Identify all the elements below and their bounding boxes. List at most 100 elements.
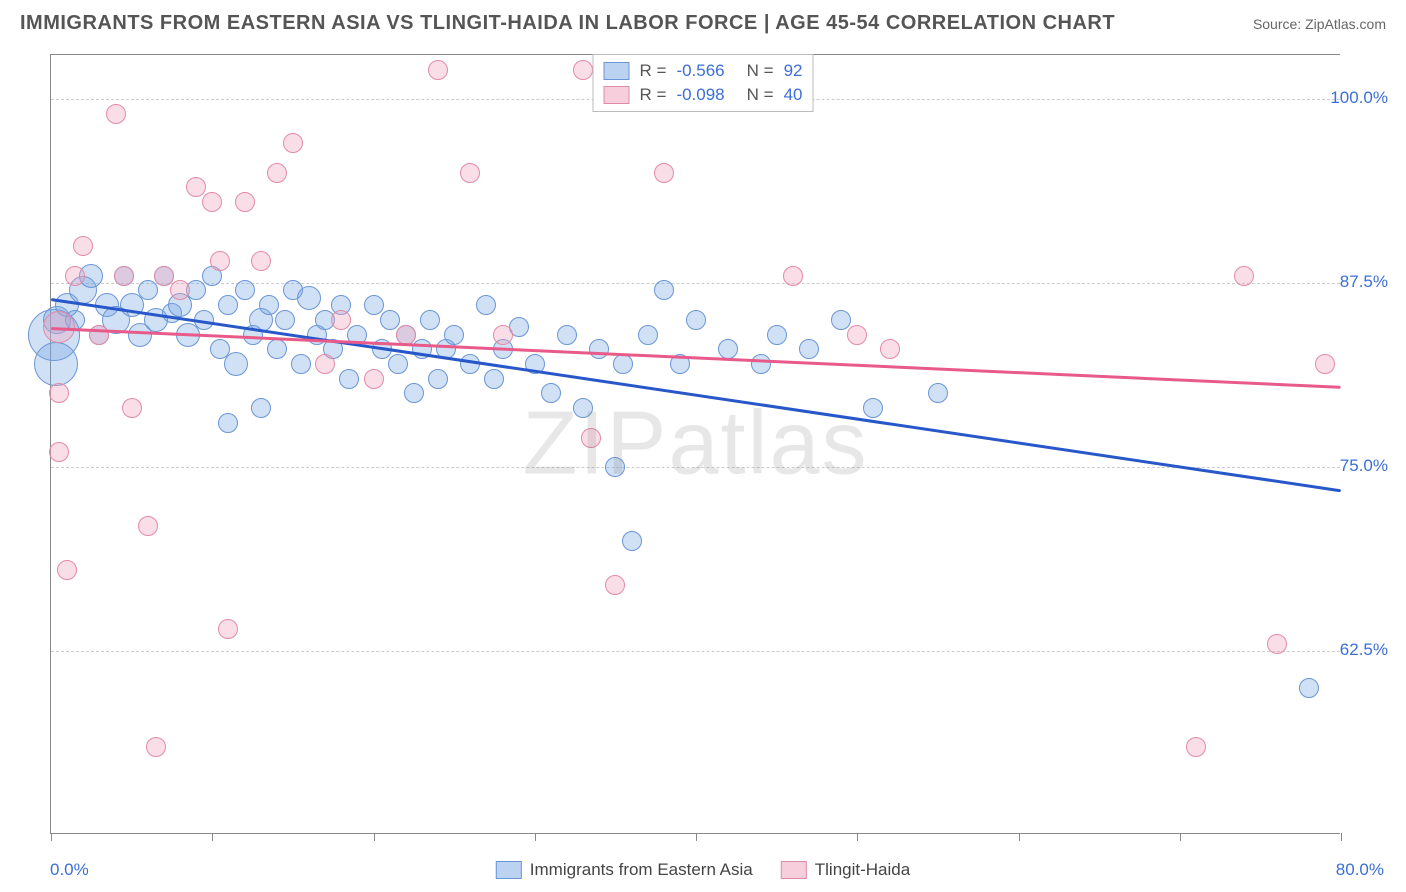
data-point [654,280,674,300]
r-value-blue: -0.566 [676,61,724,81]
data-point [767,325,787,345]
data-point [235,280,255,300]
swatch-blue-icon [496,861,522,879]
x-tick [51,833,52,841]
data-point [863,398,883,418]
y-tick-label: 100.0% [1330,88,1388,108]
data-point [122,398,142,418]
data-point [364,295,384,315]
data-point [106,104,126,124]
swatch-pink-icon [604,86,630,104]
data-point [202,192,222,212]
data-point [493,325,513,345]
data-point [315,354,335,374]
data-point [799,339,819,359]
legend-row-blue: R = -0.566 N = 92 [604,59,803,83]
legend-item-pink: Tlingit-Haida [781,860,910,880]
data-point [1315,354,1335,374]
data-point [218,619,238,639]
n-label: N = [747,85,774,105]
data-point [259,295,279,315]
swatch-pink-icon [781,861,807,879]
data-point [581,428,601,448]
legend-label-blue: Immigrants from Eastern Asia [530,860,753,880]
data-point [404,383,424,403]
data-point [297,286,321,310]
data-point [1186,737,1206,757]
x-tick [374,833,375,841]
n-value-blue: 92 [784,61,803,81]
data-point [638,325,658,345]
data-point [291,354,311,374]
data-point [65,266,85,286]
data-point [396,325,416,345]
data-point [831,310,851,330]
data-point [138,516,158,536]
x-tick [857,833,858,841]
data-point [444,325,464,345]
data-point [210,251,230,271]
x-tick [1341,833,1342,841]
data-point [1267,634,1287,654]
data-point [420,310,440,330]
data-point [170,280,190,300]
y-tick-label: 87.5% [1340,272,1388,292]
data-point [476,295,496,315]
data-point [146,737,166,757]
x-tick [1180,833,1181,841]
data-point [49,442,69,462]
data-point [718,339,738,359]
data-point [364,369,384,389]
data-point [267,163,287,183]
x-tick [212,833,213,841]
r-label: R = [640,61,667,81]
source-label: Source: ZipAtlas.com [1253,16,1386,32]
gridline [51,467,1340,468]
r-label: R = [640,85,667,105]
data-point [73,236,93,256]
data-point [380,310,400,330]
x-tick [696,833,697,841]
data-point [573,60,593,80]
data-point [224,352,248,376]
data-point [218,413,238,433]
data-point [484,369,504,389]
data-point [751,354,771,374]
data-point [589,339,609,359]
legend-label-pink: Tlingit-Haida [815,860,910,880]
data-point [218,295,238,315]
data-point [613,354,633,374]
r-value-pink: -0.098 [676,85,724,105]
data-point [388,354,408,374]
x-tick-max: 80.0% [1336,860,1384,880]
data-point [847,325,867,345]
data-point [573,398,593,418]
n-label: N = [747,61,774,81]
legend-row-pink: R = -0.098 N = 40 [604,83,803,107]
data-point [1234,266,1254,286]
data-point [49,383,69,403]
data-point [34,342,78,386]
x-tick [1019,833,1020,841]
data-point [154,266,174,286]
data-point [89,325,109,345]
x-tick-min: 0.0% [50,860,89,880]
data-point [1299,678,1319,698]
x-tick [535,833,536,841]
data-point [235,192,255,212]
data-point [654,163,674,183]
data-point [541,383,561,403]
plot-area: ZIPatlas [50,54,1340,834]
data-point [880,339,900,359]
data-point [251,398,271,418]
y-tick-label: 62.5% [1340,640,1388,660]
data-point [557,325,577,345]
data-point [251,251,271,271]
legend-item-blue: Immigrants from Eastern Asia [496,860,753,880]
data-point [428,60,448,80]
data-point [686,310,706,330]
data-point [57,560,77,580]
data-point [138,280,158,300]
data-point [339,369,359,389]
chart-title: IMMIGRANTS FROM EASTERN ASIA VS TLINGIT-… [20,12,1115,35]
